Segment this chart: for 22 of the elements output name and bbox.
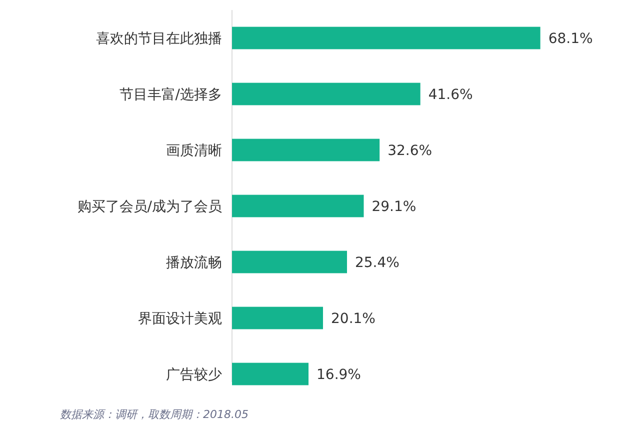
data-label: 16.9%: [316, 366, 361, 383]
y-tick-label: 广告较少: [166, 366, 222, 383]
data-label: 32.6%: [388, 142, 432, 159]
data-label: 41.6%: [428, 86, 473, 103]
y-tick-label: 喜欢的节目在此独播: [96, 30, 222, 47]
y-tick-label: 播放流畅: [166, 254, 222, 271]
bar: [232, 194, 364, 218]
y-tick-label: 画质清晰: [166, 142, 222, 159]
bar: [232, 362, 309, 386]
bar: [232, 26, 540, 50]
bar: [232, 250, 347, 274]
y-tick-label: 节目丰富/选择多: [119, 86, 222, 103]
data-label: 68.1%: [548, 30, 593, 47]
source-note: 数据来源：调研，取数周期：2018.05: [60, 408, 248, 421]
data-label: 25.4%: [354, 254, 400, 271]
y-tick-label: 界面设计美观: [138, 310, 222, 327]
bar: [232, 306, 323, 330]
bar: [232, 138, 380, 162]
bar: [232, 82, 420, 106]
data-label: 20.1%: [331, 310, 376, 327]
y-tick-label: 购买了会员/成为了会员: [77, 198, 222, 215]
data-label: 29.1%: [372, 198, 416, 215]
